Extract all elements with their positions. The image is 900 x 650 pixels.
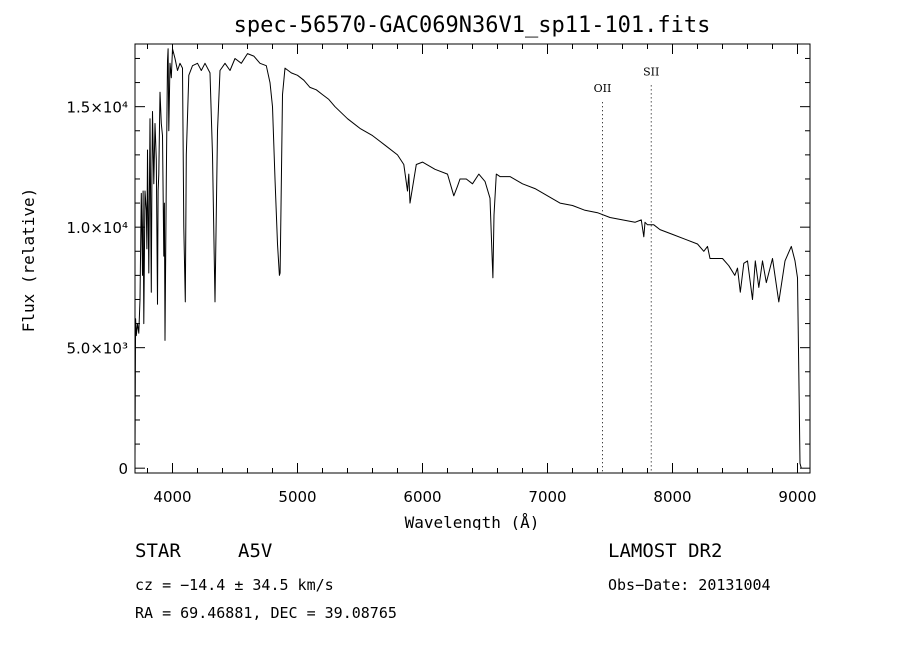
x-tick-label: 9000 xyxy=(778,488,816,506)
x-tick-label: 6000 xyxy=(403,488,441,506)
coordinates: RA = 69.46881, DEC = 39.08765 xyxy=(135,604,397,622)
spectrum-flux-line xyxy=(134,48,802,469)
tick-labels: 4000 5000 6000 7000 8000 9000 0 5.0×10³ 1.0×10⁴ 1… xyxy=(66,99,816,506)
object-class: STAR xyxy=(135,540,181,562)
y-tick-label: 1.5×10⁴ xyxy=(66,99,128,117)
emission-line-markers: OII SII xyxy=(594,65,659,473)
y-tick-label: 0 xyxy=(118,460,128,478)
x-tick-label: 5000 xyxy=(278,488,316,506)
observation-date: Obs−Date: 20131004 xyxy=(608,576,771,594)
chart-background xyxy=(0,0,900,530)
y-tick-label: 1.0×10⁴ xyxy=(66,219,128,237)
x-tick-label: 7000 xyxy=(528,488,566,506)
axis-ticks xyxy=(135,44,810,473)
x-tick-label: 4000 xyxy=(153,488,191,506)
chart-title: spec-56570-GAC069N36V1_sp11-101.fits xyxy=(234,13,711,38)
line-marker-label: OII xyxy=(594,82,612,95)
spectrum-chart: spec-56570-GAC069N36V1_sp11-101.fits OII… xyxy=(0,0,900,530)
y-axis-label: Flux (relative) xyxy=(19,188,38,333)
y-tick-label: 5.0×10³ xyxy=(66,340,128,358)
object-subclass: A5V xyxy=(238,540,273,562)
x-axis-label: Wavelength (Å) xyxy=(405,513,540,530)
plot-frame xyxy=(134,43,811,474)
survey-name: LAMOST DR2 xyxy=(608,540,723,562)
line-marker-label: SII xyxy=(643,65,659,78)
x-tick-label: 8000 xyxy=(653,488,691,506)
redshift-velocity: cz = −14.4 ± 34.5 km/s xyxy=(135,576,334,594)
